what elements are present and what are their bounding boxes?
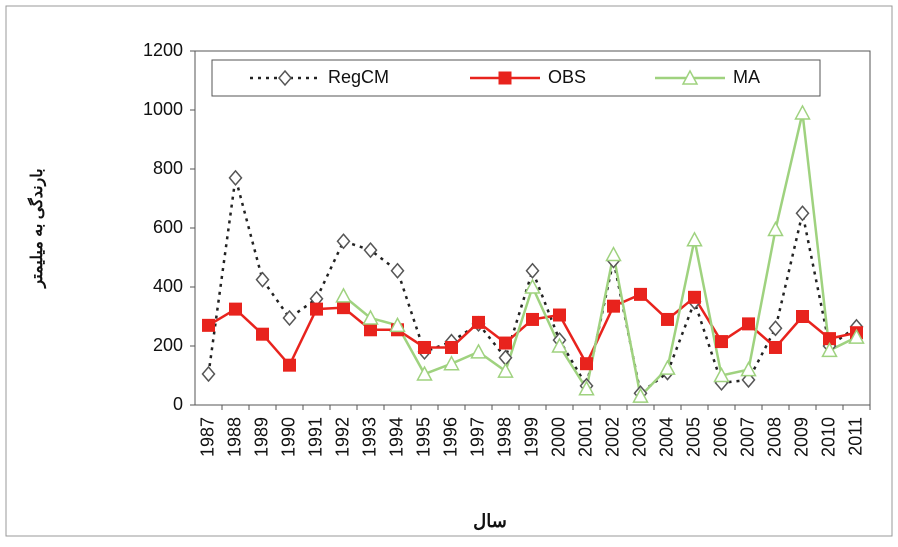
- y-tick-label: 600: [153, 217, 183, 237]
- data-point: [525, 262, 540, 279]
- data-point: [740, 361, 757, 377]
- x-tick-label: 1994: [386, 417, 406, 457]
- x-tick-label: 2000: [548, 417, 568, 457]
- x-tick-label: 1987: [197, 417, 217, 457]
- y-axis-label: بارندگی به میلیمتر: [27, 168, 47, 288]
- data-point: [201, 365, 216, 383]
- data-point: [335, 287, 352, 303]
- y-tick-label: 400: [153, 276, 183, 296]
- y-tick-label: 800: [153, 158, 183, 178]
- y-tick-label: 1200: [143, 40, 183, 60]
- x-tick-label: 1993: [359, 417, 379, 457]
- data-point: [713, 366, 730, 383]
- data-point: [390, 262, 405, 279]
- data-point: [607, 299, 620, 313]
- data-point: [769, 340, 782, 354]
- data-point: [445, 340, 458, 354]
- data-point: [499, 336, 512, 350]
- x-tick-label: 1990: [278, 417, 298, 457]
- data-point: [821, 341, 838, 358]
- data-point: [389, 316, 406, 333]
- x-tick-label: 1996: [440, 417, 460, 457]
- data-point: [202, 318, 215, 332]
- x-tick-label: 2004: [656, 417, 676, 457]
- data-point: [580, 357, 593, 371]
- y-tick-label: 200: [153, 335, 183, 355]
- data-point: [524, 278, 541, 294]
- data-point: [661, 312, 674, 326]
- x-tick-label: 2003: [629, 417, 649, 457]
- y-tick-label: 1000: [143, 99, 183, 119]
- x-tick-label: 2005: [683, 417, 703, 457]
- data-point: [337, 301, 350, 315]
- data-point: [686, 231, 703, 247]
- data-point: [416, 365, 433, 381]
- data-point: [228, 169, 243, 187]
- data-point: [688, 290, 701, 304]
- data-point: [715, 335, 728, 349]
- x-tick-label: 2010: [818, 417, 838, 457]
- data-point: [470, 343, 487, 359]
- data-point: [229, 302, 242, 316]
- data-point: [497, 362, 514, 378]
- data-point: [551, 337, 568, 353]
- x-tick-label: 2008: [764, 417, 784, 457]
- x-tick-label: 2007: [737, 417, 757, 457]
- x-tick-label: 1992: [332, 417, 352, 457]
- y-tick-label: 0: [173, 394, 183, 414]
- data-point: [795, 205, 810, 222]
- legend-label: OBS: [548, 67, 586, 87]
- x-tick-label: 1991: [305, 417, 325, 457]
- chart-frame: [5, 5, 893, 537]
- legend-label: MA: [733, 67, 760, 87]
- x-tick-label: 1995: [413, 417, 433, 457]
- data-point: [310, 302, 323, 316]
- x-tick-label: 1988: [224, 417, 244, 457]
- x-tick-label: 1997: [467, 417, 487, 457]
- data-point: [634, 287, 647, 301]
- series-line: [342, 112, 858, 399]
- data-point: [768, 320, 783, 337]
- data-point: [443, 355, 460, 371]
- x-tick-label: 2001: [575, 417, 595, 457]
- legend-marker: [498, 71, 512, 85]
- data-point: [472, 315, 485, 329]
- data-point: [848, 328, 865, 344]
- data-point: [794, 104, 811, 120]
- data-point: [553, 308, 566, 322]
- x-tick-label: 1989: [251, 417, 271, 457]
- data-point: [282, 309, 297, 327]
- data-point: [741, 371, 756, 389]
- data-point: [578, 380, 595, 396]
- data-point: [336, 233, 351, 250]
- data-point: [255, 271, 270, 288]
- legend-label: RegCM: [328, 67, 389, 87]
- x-tick-label: 2006: [710, 417, 730, 457]
- data-point: [256, 327, 269, 341]
- x-tick-label: 1998: [494, 417, 514, 457]
- data-point: [659, 359, 676, 375]
- data-point: [742, 317, 755, 331]
- data-point: [283, 358, 296, 372]
- legend-marker: [681, 69, 699, 85]
- data-point: [418, 340, 431, 354]
- x-tick-label: 1999: [521, 417, 541, 457]
- x-tick-label: 2009: [791, 417, 811, 457]
- data-point: [364, 323, 377, 337]
- data-point: [796, 310, 809, 323]
- x-axis-label: سال: [473, 511, 507, 531]
- data-point: [526, 312, 539, 326]
- data-point: [632, 387, 649, 403]
- data-point: [605, 245, 622, 262]
- legend-marker: [278, 69, 292, 87]
- data-point: [363, 241, 378, 259]
- x-tick-label: 2011: [845, 417, 865, 456]
- data-point: [362, 309, 379, 325]
- x-tick-label: 2002: [602, 417, 622, 457]
- data-point: [767, 220, 784, 237]
